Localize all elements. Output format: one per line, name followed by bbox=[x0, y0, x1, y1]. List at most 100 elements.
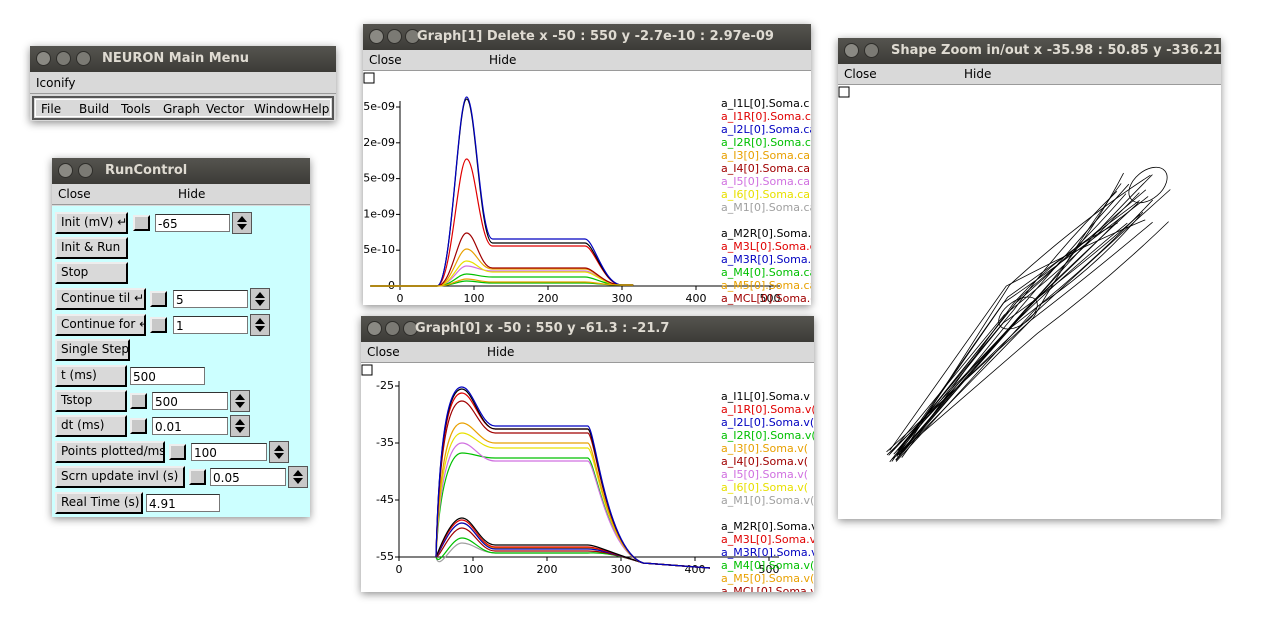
action-bar: Close Hide bbox=[838, 64, 1221, 85]
checkbox[interactable] bbox=[150, 317, 167, 333]
window-title: Graph[0] x -50 : 550 y -61.3 : -21.7 bbox=[415, 321, 670, 336]
legend-entry: a_I1L[0].Soma.c bbox=[721, 97, 809, 110]
spinner[interactable] bbox=[230, 390, 250, 412]
text-field[interactable]: 500 bbox=[152, 392, 228, 410]
maximize-button[interactable] bbox=[78, 163, 93, 178]
button[interactable]: t (ms) bbox=[55, 365, 127, 387]
spinner[interactable] bbox=[250, 288, 270, 310]
neuron-segment bbox=[898, 183, 1122, 456]
button[interactable]: Init (mV) ↵ bbox=[55, 212, 128, 234]
text-field[interactable]: 0.05 bbox=[210, 468, 286, 486]
spinner[interactable] bbox=[269, 441, 289, 463]
window-title: Shape Zoom in/out x -35.98 : 50.85 y -33… bbox=[891, 43, 1221, 58]
checkbox[interactable] bbox=[130, 418, 147, 434]
checkbox[interactable] bbox=[133, 215, 150, 231]
hide-action[interactable]: Hide bbox=[487, 345, 515, 359]
legend-entry: a_I6[0].Soma.ca bbox=[721, 188, 810, 201]
legend-entry: a_I4[0].Soma.v( bbox=[721, 455, 808, 468]
menu-item[interactable]: Help bbox=[302, 102, 330, 116]
text-field[interactable]: -65 bbox=[155, 214, 230, 232]
x-tick-label: 200 bbox=[538, 292, 559, 305]
menu-item[interactable]: File bbox=[41, 102, 62, 116]
text-field[interactable]: 500 bbox=[130, 367, 205, 385]
spinner-arrows bbox=[237, 216, 247, 230]
close-button[interactable] bbox=[58, 163, 73, 178]
spinner[interactable] bbox=[288, 466, 308, 488]
text-field[interactable]: 4.91 bbox=[146, 494, 220, 512]
x-tick-label: 500 bbox=[759, 563, 780, 576]
button[interactable]: Single Step bbox=[55, 339, 130, 361]
x-tick-label: 500 bbox=[760, 292, 781, 305]
hide-action[interactable]: Hide bbox=[178, 187, 206, 201]
hide-action[interactable]: Hide bbox=[489, 53, 517, 67]
close-action[interactable]: Close bbox=[58, 187, 91, 201]
text-field[interactable]: 1 bbox=[173, 316, 248, 334]
close-button[interactable] bbox=[36, 51, 51, 66]
button[interactable]: Scrn update invl (s) bbox=[55, 466, 185, 488]
spinner-arrows bbox=[235, 419, 245, 433]
menu-item[interactable]: Build bbox=[79, 102, 110, 116]
minimize-button[interactable] bbox=[387, 29, 402, 44]
trace bbox=[435, 442, 710, 569]
spinner[interactable] bbox=[250, 314, 270, 336]
button[interactable]: Tstop bbox=[55, 390, 127, 412]
hide-action[interactable]: Hide bbox=[964, 67, 992, 81]
neuron-segment bbox=[889, 192, 1140, 454]
button[interactable]: Init & Run bbox=[55, 237, 128, 259]
button[interactable]: Continue for ↵ bbox=[55, 314, 146, 336]
checkbox[interactable] bbox=[189, 469, 206, 485]
spinner[interactable] bbox=[232, 212, 252, 234]
checkbox[interactable] bbox=[169, 444, 186, 460]
arrow-up bbox=[293, 470, 303, 476]
button[interactable]: Points plotted/ms bbox=[55, 441, 165, 463]
checkbox[interactable] bbox=[150, 291, 167, 307]
legend-entry: a_M3R[0].Soma.ca bbox=[721, 253, 811, 266]
maximize-button[interactable] bbox=[403, 321, 418, 336]
x-tick-label: 200 bbox=[537, 563, 558, 576]
close-action[interactable]: Close bbox=[367, 345, 400, 359]
button[interactable]: Continue til ↵ bbox=[55, 288, 146, 310]
arrow-up bbox=[235, 419, 245, 425]
shape-plot bbox=[838, 85, 1221, 519]
trace bbox=[370, 273, 634, 287]
spinner-arrows bbox=[255, 318, 265, 332]
arrow-up bbox=[237, 216, 247, 222]
close-action[interactable]: Close bbox=[369, 53, 402, 67]
text-field[interactable]: 5 bbox=[173, 290, 248, 308]
window: NEURON Main Menu Iconify File Build Tools Gra… bbox=[30, 46, 336, 121]
button[interactable]: Stop bbox=[55, 262, 128, 284]
close-action[interactable]: Close bbox=[844, 67, 877, 81]
x-tick-label: 300 bbox=[611, 563, 632, 576]
maximize-button[interactable] bbox=[405, 29, 420, 44]
trace bbox=[435, 519, 710, 569]
legend-entry: a_M4[0].Soma.v( bbox=[721, 559, 814, 572]
checkbox[interactable] bbox=[130, 393, 147, 409]
menu-item[interactable]: Window bbox=[254, 102, 302, 116]
text-field[interactable]: 100 bbox=[191, 443, 267, 461]
maximize-button[interactable] bbox=[76, 51, 91, 66]
maximize-button[interactable] bbox=[864, 43, 879, 58]
spinner[interactable] bbox=[230, 415, 250, 437]
button[interactable]: Real Time (s) bbox=[55, 492, 143, 514]
menu-item[interactable]: Vector bbox=[206, 102, 245, 116]
minimize-button[interactable] bbox=[385, 321, 400, 336]
close-button[interactable] bbox=[369, 29, 384, 44]
legend-entry: a_I2R[0].Soma.v( bbox=[721, 429, 814, 442]
close-button[interactable] bbox=[844, 43, 859, 58]
action-bar: Close Hide bbox=[52, 184, 310, 205]
legend-entry: a_M2R[0].Soma.ca bbox=[721, 227, 811, 240]
arrow-down bbox=[255, 326, 265, 332]
neuron-segment bbox=[891, 196, 1149, 462]
action-bar: Close Hide bbox=[361, 342, 814, 363]
text-field[interactable]: 0.01 bbox=[152, 417, 228, 435]
menu-item[interactable]: Graph bbox=[163, 102, 200, 116]
window-title: RunControl bbox=[105, 163, 188, 178]
trace bbox=[435, 386, 710, 569]
button[interactable]: dt (ms) bbox=[55, 415, 127, 437]
menu-item[interactable]: Tools bbox=[121, 102, 151, 116]
trace bbox=[370, 260, 634, 287]
close-button[interactable] bbox=[367, 321, 382, 336]
iconify-action[interactable]: Iconify bbox=[36, 76, 76, 90]
legend-entry: a_I1R[0].Soma.v( bbox=[721, 403, 814, 416]
minimize-button[interactable] bbox=[56, 51, 71, 66]
